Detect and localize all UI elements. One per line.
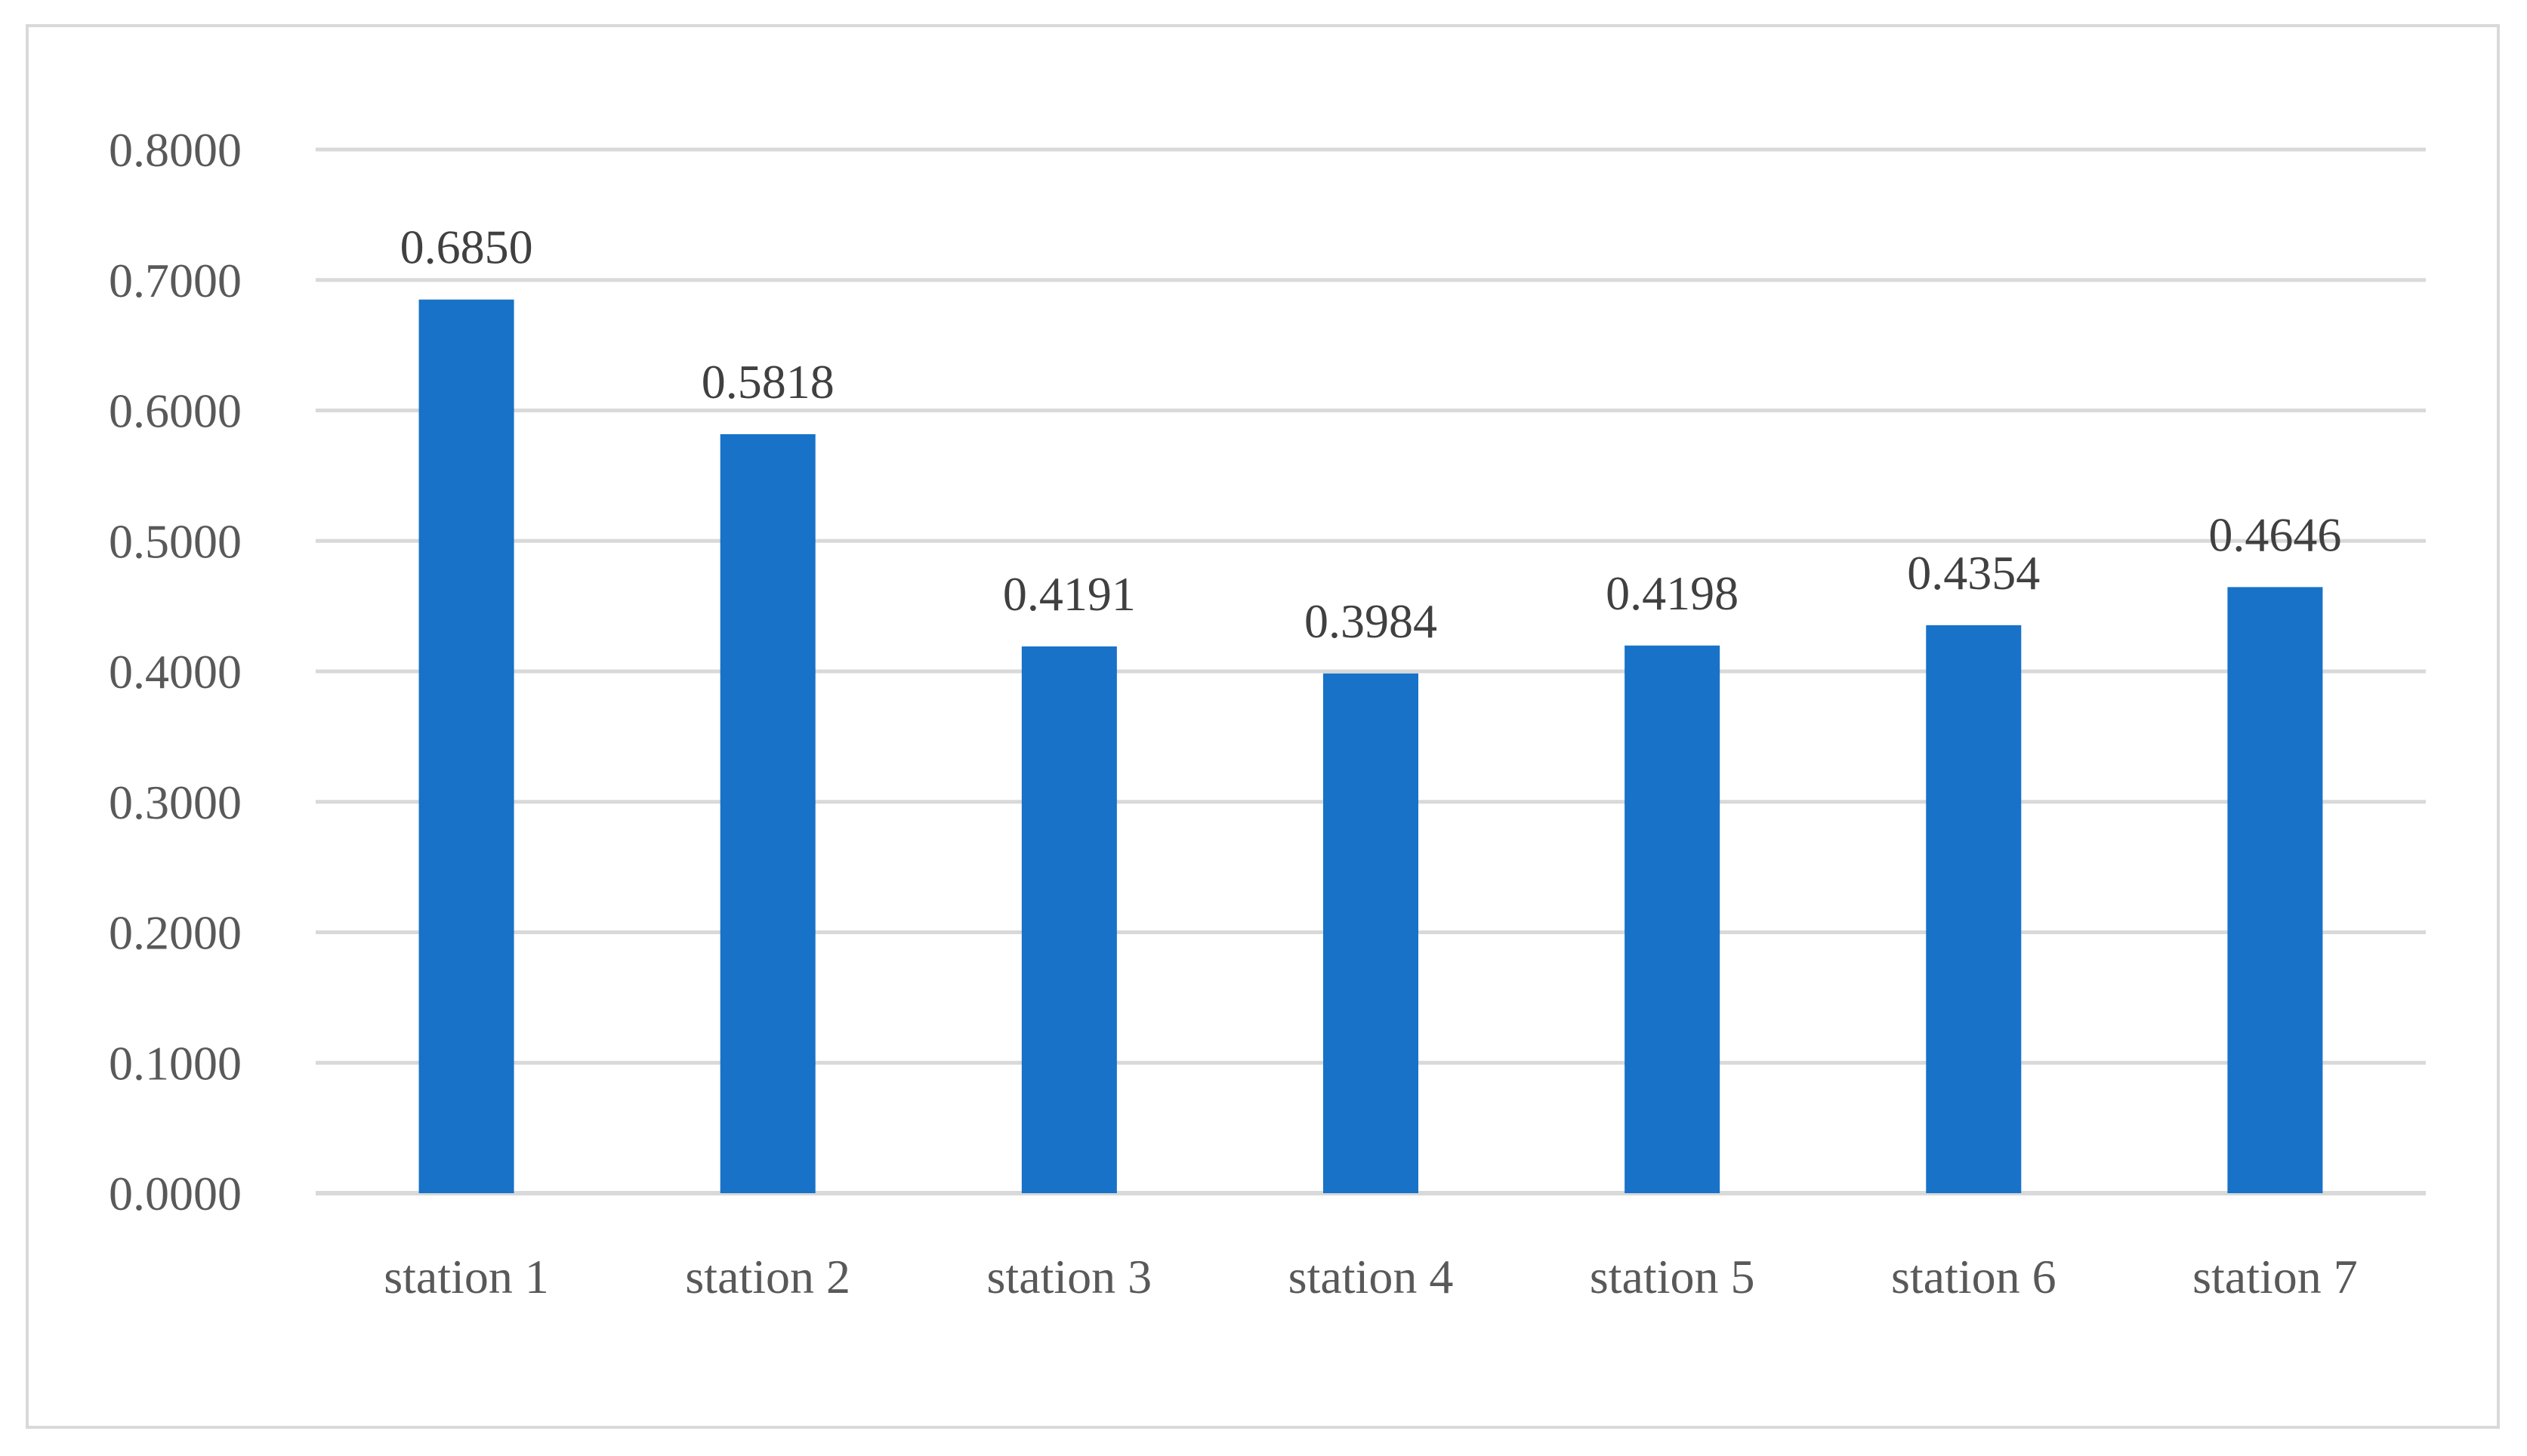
y-tick-label: 0.8000 xyxy=(109,123,242,177)
bar xyxy=(1323,673,1418,1193)
bar xyxy=(1926,625,2022,1193)
y-tick-label: 0.3000 xyxy=(109,776,242,829)
x-tick-label: station 7 xyxy=(2192,1250,2358,1303)
x-axis-tick-labels: station 1 station 2 station 3 station 4 stat… xyxy=(384,1250,2358,1303)
bars xyxy=(418,299,2323,1194)
data-label: 0.6850 xyxy=(400,221,533,274)
data-label: 0.4191 xyxy=(1003,567,1136,621)
x-tick-label: station 5 xyxy=(1590,1250,1755,1303)
data-labels: 0.6850 0.5818 0.4191 0.3984 0.4198 0.4354 0.46… xyxy=(400,221,2342,648)
x-tick-label: station 3 xyxy=(987,1250,1152,1303)
bar xyxy=(1625,645,1720,1193)
y-tick-label: 0.6000 xyxy=(109,384,242,438)
data-label: 0.3984 xyxy=(1304,594,1437,648)
x-tick-label: station 2 xyxy=(685,1250,850,1303)
data-label: 0.4646 xyxy=(2208,507,2341,561)
x-tick-label: station 1 xyxy=(384,1250,549,1303)
x-tick-label: station 6 xyxy=(1891,1250,2056,1303)
data-label: 0.5818 xyxy=(702,355,835,409)
bar xyxy=(1021,646,1117,1193)
y-tick-label: 0.1000 xyxy=(109,1036,242,1090)
bar xyxy=(2227,587,2323,1193)
bar xyxy=(418,299,514,1194)
y-axis-tick-labels: 0.0000 0.1000 0.2000 0.3000 0.4000 0.5000 0.60… xyxy=(109,123,242,1220)
y-tick-label: 0.5000 xyxy=(109,514,242,568)
y-tick-label: 0.2000 xyxy=(109,906,242,960)
data-label: 0.4354 xyxy=(1907,546,2040,600)
y-tick-label: 0.7000 xyxy=(109,254,242,307)
bar xyxy=(720,433,816,1193)
y-tick-label: 0.4000 xyxy=(109,645,242,699)
data-label: 0.4198 xyxy=(1606,566,1739,620)
gridlines xyxy=(316,147,2426,1195)
y-tick-label: 0.0000 xyxy=(109,1167,242,1220)
x-tick-label: station 4 xyxy=(1288,1250,1454,1303)
